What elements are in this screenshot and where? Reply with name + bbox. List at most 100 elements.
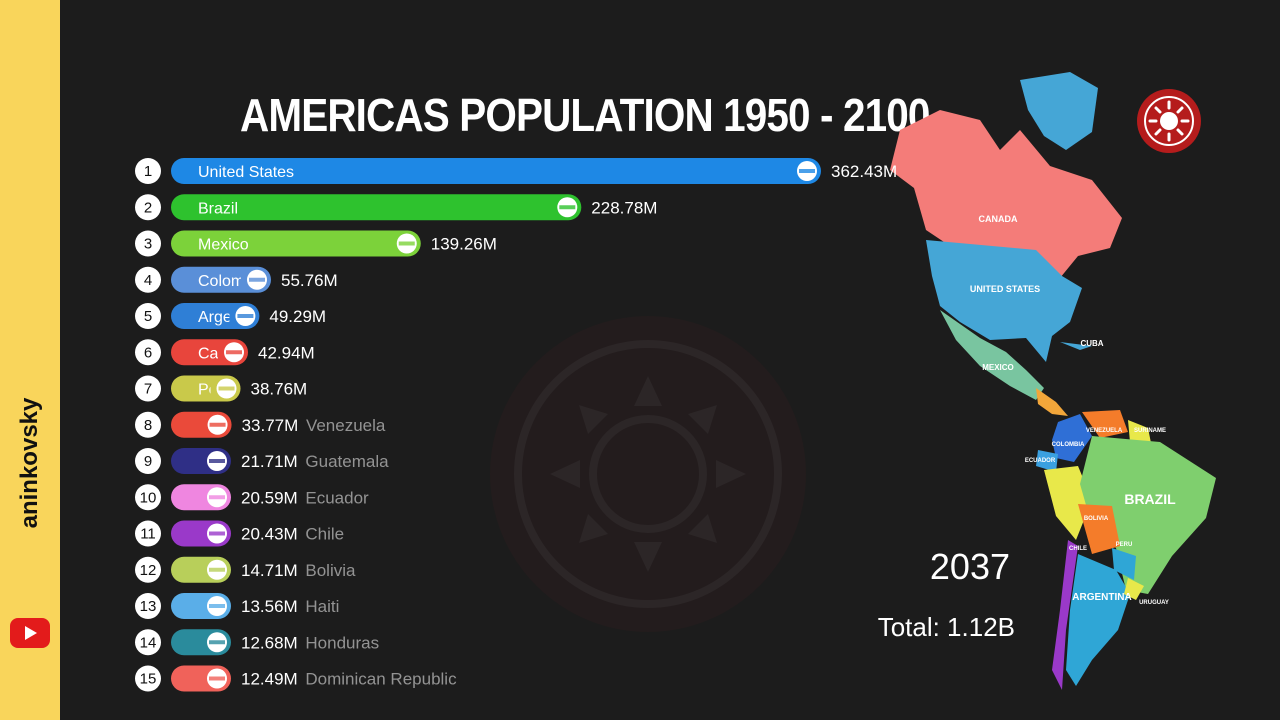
flag-stripe xyxy=(209,459,225,463)
bar-row: 7 Peru 38.76M xyxy=(135,375,308,402)
map-label-peru: PERU xyxy=(1116,542,1133,548)
bar-value-label: 228.78M xyxy=(591,198,657,217)
bar-value-label: 21.71M xyxy=(241,452,298,471)
bar-country-name: Peru xyxy=(198,382,232,399)
map-label-chile: CHILE xyxy=(1069,546,1087,552)
rank-badge xyxy=(135,593,161,619)
rank-badge xyxy=(135,194,161,221)
rank-number: 7 xyxy=(144,381,152,398)
bar-row: 15 12.49M Dominican Republic xyxy=(135,665,457,692)
flag-stripe xyxy=(799,169,815,173)
rank-badge xyxy=(135,339,161,366)
bar-row: 12 14.71M Bolivia xyxy=(135,556,356,583)
bar-row: 8 33.77M Venezuela xyxy=(135,411,386,438)
map-label-argentina: ARGENTINA xyxy=(1072,592,1131,603)
mexico-shape xyxy=(940,310,1044,400)
bar-row: 1 United States 362.43M xyxy=(135,158,897,184)
rank-number: 2 xyxy=(144,199,152,216)
bar-row: 6 Canada42.94M xyxy=(135,339,315,366)
flag-stripe xyxy=(237,314,254,318)
central-america-shape xyxy=(1036,388,1068,416)
flag-stripe xyxy=(218,386,235,391)
bar-value-label: 38.76M xyxy=(251,380,308,399)
peru-shape xyxy=(1044,466,1092,540)
youtube-icon[interactable] xyxy=(10,618,50,648)
bar-value-label: 20.59M xyxy=(241,488,298,507)
rank-number: 14 xyxy=(140,634,157,651)
flag-stripe xyxy=(209,495,225,500)
map-label-suriname: SURINAME xyxy=(1134,428,1166,434)
rank-badge xyxy=(135,303,161,329)
flag-stripe xyxy=(209,567,225,572)
bar-country-name: United States xyxy=(198,164,294,181)
rank-badge xyxy=(135,484,161,511)
bar-value-label: 42.94M xyxy=(258,343,315,362)
bar-row: 3 Mexico 139.26M xyxy=(135,230,497,257)
bar-row: 11 20.43M Chile xyxy=(135,520,344,547)
flag-stripe xyxy=(209,604,225,608)
rank-badge xyxy=(135,158,161,184)
bar-value-label: 12.49M xyxy=(241,670,298,689)
bolivia-shape xyxy=(1078,504,1120,554)
map-label-venezuela: VENEZUELA xyxy=(1086,428,1123,434)
bar-row: 2 Brazil 228.78M xyxy=(135,194,657,221)
rank-number: 8 xyxy=(144,417,152,434)
rank-number: 5 xyxy=(144,308,152,325)
cuba-shape xyxy=(1060,342,1092,350)
bar-country-name: Mexico xyxy=(198,237,249,254)
rank-badge xyxy=(135,266,161,293)
bar-value-label: 20.43M xyxy=(241,525,298,544)
sun-watermark-icon xyxy=(490,316,806,632)
bar-value-label: 33.77M xyxy=(242,416,299,435)
bar xyxy=(171,303,260,329)
argentina-shape xyxy=(1066,554,1130,686)
uruguay-shape xyxy=(1124,578,1144,600)
rank-number: 15 xyxy=(140,671,157,688)
usa-shape xyxy=(926,240,1082,362)
colombia-shape xyxy=(1052,414,1092,462)
bar-country-name: Chile xyxy=(305,525,344,544)
year-label: 2037 xyxy=(929,546,1010,587)
rank-number: 4 xyxy=(144,272,152,289)
rank-number: 13 xyxy=(140,598,157,615)
bar-row: 4 Colombia 55.76M xyxy=(135,266,338,293)
rank-badge xyxy=(135,556,161,583)
bar-row: 13 13.56M Haiti xyxy=(135,593,339,619)
map-label-brazil: BRAZIL xyxy=(1124,491,1176,507)
americas-map: CANADA UNITED STATES CUBA MEXICO COLOMBI… xyxy=(890,72,1216,690)
rank-badge xyxy=(135,629,161,656)
venezuela-shape xyxy=(1082,410,1128,438)
bar-value-label: 55.76M xyxy=(281,271,338,290)
map-label-ecuador: ECUADOR xyxy=(1025,458,1056,464)
bar-value-label: 139.26M xyxy=(431,235,497,254)
total-label: Total: 1.12B xyxy=(877,612,1015,642)
bar-country-name: Dominican Republic xyxy=(305,670,457,689)
map-label-canada: CANADA xyxy=(979,214,1018,224)
flag-stripe xyxy=(209,640,225,645)
sun-logo-icon xyxy=(1137,89,1201,153)
map-label-colombia: COLOMBIA xyxy=(1052,442,1085,448)
paraguay-shape xyxy=(1112,548,1136,580)
map-label-usa: UNITED STATES xyxy=(970,284,1040,294)
map-label-uruguay: URUGUAY xyxy=(1139,600,1169,606)
bar-country-name: Ecuador xyxy=(305,488,369,507)
rank-number: 9 xyxy=(144,453,152,470)
rank-badge xyxy=(135,375,161,402)
flag-stripe xyxy=(209,531,225,536)
bar-country-name: Brazil xyxy=(198,200,238,217)
bar-value-label: 12.68M xyxy=(241,633,298,652)
rank-badge xyxy=(135,448,161,474)
bar-country-name: Bolivia xyxy=(305,561,356,580)
map-label-mexico: MEXICO xyxy=(982,363,1014,372)
bar-value-label: 362.43M xyxy=(831,162,897,181)
bar-row: 14 12.68M Honduras xyxy=(135,629,379,656)
bar-country-name: Haiti xyxy=(305,597,339,616)
bar-country-name: Guatemala xyxy=(305,452,389,471)
brazil-shape xyxy=(1080,436,1216,594)
bar-country-name: Argentina xyxy=(198,309,267,326)
bar-value-label: 49.29M xyxy=(269,307,326,326)
bar xyxy=(171,266,272,293)
map-label-cuba: CUBA xyxy=(1080,339,1103,348)
ecuador-shape xyxy=(1036,450,1058,472)
